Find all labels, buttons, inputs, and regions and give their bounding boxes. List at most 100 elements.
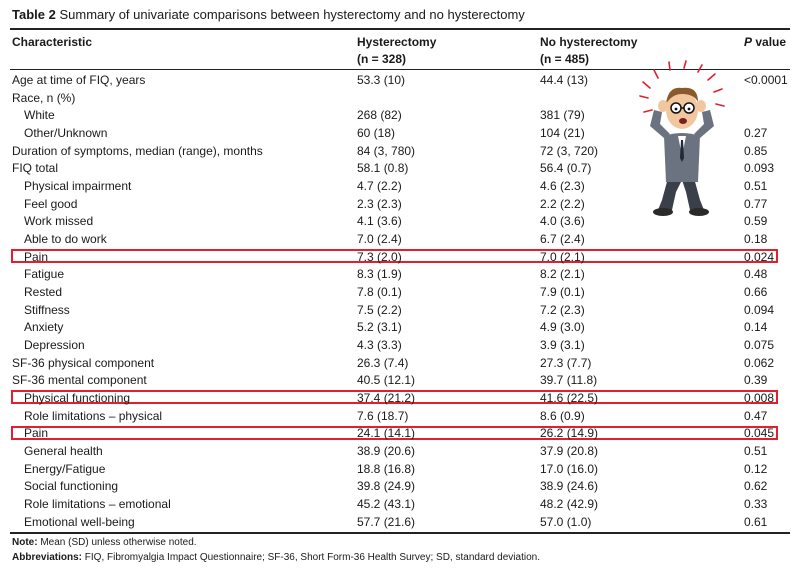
row-no-hysterectomy-value: 17.0 (16.0) [540,461,599,476]
header-hysterectomy: Hysterectomy [357,35,437,49]
bottom-rule [10,532,790,534]
row-characteristic: Age at time of FIQ, years [12,73,146,87]
row-hysterectomy-value: 45.2 (43.1) [357,496,416,511]
row-hysterectomy-value: 38.9 (20.6) [357,443,416,458]
row-no-hysterectomy-value: 104 (21) [540,125,585,140]
row-no-hysterectomy-value: 381 (79) [540,108,585,123]
table-row: Physical impairment 4.7 (2.2) 4.6 (2.3) 0.5… [0,178,800,196]
row-hysterectomy-value: 7.8 (0.1) [357,284,402,299]
row-hysterectomy-value: 53.3 (10) [357,73,406,87]
table-row: Anxiety 5.2 (3.1) 4.9 (3.0) 0.14 [0,319,800,337]
row-no-hysterectomy-value: 57.0 (1.0) [540,514,592,529]
row-hysterectomy-value: 37.4 (21.2) [357,390,416,405]
table-row: Other/Unknown 60 (18) 104 (21) 0.27 [0,125,800,143]
row-hysterectomy-value: 26.3 (7.4) [357,355,409,370]
row-characteristic: Rested [24,284,63,299]
row-no-hysterectomy-value: 37.9 (20.8) [540,443,599,458]
row-no-hysterectomy-value: 8.6 (0.9) [540,408,585,423]
row-characteristic: Feel good [24,196,78,211]
row-p-value: 0.39 [744,373,768,388]
row-characteristic: Able to do work [24,231,107,246]
highlight-box [11,249,778,264]
header-p-rest: value [752,35,787,49]
row-hysterectomy-value: 7.5 (2.2) [357,302,402,317]
row-p-value: 0.51 [744,178,768,193]
row-hysterectomy-value: 8.3 (1.9) [357,267,402,282]
table-title: Table 2 Summary of univariate comparison… [12,7,525,22]
table-row: Pain 7.3 (2.0) 7.0 (2.1) 0.024 [0,249,800,267]
row-no-hysterectomy-value: 7.9 (0.1) [540,284,585,299]
table-note: Note: Mean (SD) unless otherwise noted. [12,537,197,548]
header-no-hysterectomy-n: (n = 485) [540,52,590,66]
row-characteristic: Depression [24,337,85,352]
table-row: Able to do work 7.0 (2.4) 6.7 (2.4) 0.18 [0,231,800,249]
table-row: Duration of symptoms, median (range), mo… [0,143,800,161]
table-caption: Summary of univariate comparisons betwee… [59,7,525,22]
header-characteristic: Characteristic [12,35,93,49]
row-hysterectomy-value: 24.1 (14.1) [357,426,416,441]
highlight-box [11,390,778,405]
row-hysterectomy-value: 2.3 (2.3) [357,196,402,211]
row-p-value: 0.61 [744,514,768,529]
header-p-letter: P [744,35,753,49]
table-row: Emotional well-being 57.7 (21.6) 57.0 (1.0… [0,514,800,532]
header-no-hysterectomy: No hysterectomy [540,35,638,49]
row-no-hysterectomy-value: 48.2 (42.9) [540,496,599,511]
row-p-value: 0.51 [744,443,768,458]
row-p-value: 0.062 [744,355,775,370]
table-row: Role limitations – physical 7.6 (18.7) 8.6… [0,408,800,426]
header-p-value: P value [744,35,786,49]
row-no-hysterectomy-value: 56.4 (0.7) [540,161,592,176]
table-row: Feel good 2.3 (2.3) 2.2 (2.2) 0.77 [0,196,800,214]
row-p-value: 0.12 [744,461,768,476]
stressed-man-holding-head-icon [639,60,725,216]
row-characteristic: FIQ total [12,161,59,176]
row-characteristic: SF-36 mental component [12,373,147,388]
table-row: Race, n (%) [0,90,800,108]
top-rule [10,28,790,30]
row-hysterectomy-value: 7.6 (18.7) [357,408,409,423]
row-characteristic: Role limitations – physical [24,408,163,423]
row-characteristic: Pain [24,426,49,441]
row-characteristic: General health [24,443,103,458]
row-no-hysterectomy-value: 3.9 (3.1) [540,337,585,352]
row-p-value: 0.075 [744,337,775,352]
row-hysterectomy-value: 39.8 (24.9) [357,479,416,494]
row-no-hysterectomy-value: 26.2 (14.9) [540,426,599,441]
row-p-value: 0.62 [744,479,768,494]
header-rule [10,69,790,70]
row-no-hysterectomy-value: 4.0 (3.6) [540,214,585,229]
row-p-value: 0.47 [744,408,768,423]
row-characteristic: Social functioning [24,479,119,494]
row-no-hysterectomy-value: 39.7 (11.8) [540,373,598,388]
row-no-hysterectomy-value: 4.9 (3.0) [540,320,585,335]
table-row: Social functioning 39.8 (24.9) 38.9 (24.6)… [0,478,800,496]
table-row: SF-36 physical component 26.3 (7.4) 27.3 (… [0,355,800,373]
row-hysterectomy-value: 7.3 (2.0) [357,249,402,264]
row-p-value: 0.85 [744,143,768,158]
table-row: FIQ total 58.1 (0.8) 56.4 (0.7) 0.093 [0,160,800,178]
row-p-value: 0.14 [744,320,768,335]
row-p-value: 0.48 [744,267,768,282]
row-no-hysterectomy-value: 72 (3, 720) [540,143,599,158]
row-hysterectomy-value: 7.0 (2.4) [357,231,402,246]
row-hysterectomy-value: 268 (82) [357,108,402,123]
abbreviations-label: Abbreviations: [12,552,83,563]
table-row: Age at time of FIQ, years 53.3 (10) 44.4 (… [0,72,800,90]
header-hysterectomy-n: (n = 328) [357,52,407,66]
row-p-value: 0.18 [744,231,768,246]
table-row: Role limitations – emotional 45.2 (43.1) 4… [0,496,800,514]
row-no-hysterectomy-value: 27.3 (7.7) [540,355,592,370]
row-p-value: 0.33 [744,496,768,511]
table-row: Fatigue 8.3 (1.9) 8.2 (2.1) 0.48 [0,266,800,284]
abbreviations-text: FIQ, Fibromyalgia Impact Questionnaire; … [82,552,540,563]
row-characteristic: Stiffness [24,302,70,317]
row-characteristic: Physical impairment [24,178,132,193]
row-characteristic: Fatigue [24,267,65,282]
table-row: Stiffness 7.5 (2.2) 7.2 (2.3) 0.094 [0,302,800,320]
row-p-value: 0.093 [744,161,775,176]
row-hysterectomy-value: 5.2 (3.1) [357,320,402,335]
table-row: SF-36 mental component 40.5 (12.1) 39.7 (1… [0,372,800,390]
row-characteristic: SF-36 physical component [12,355,155,370]
highlight-box [11,425,778,440]
